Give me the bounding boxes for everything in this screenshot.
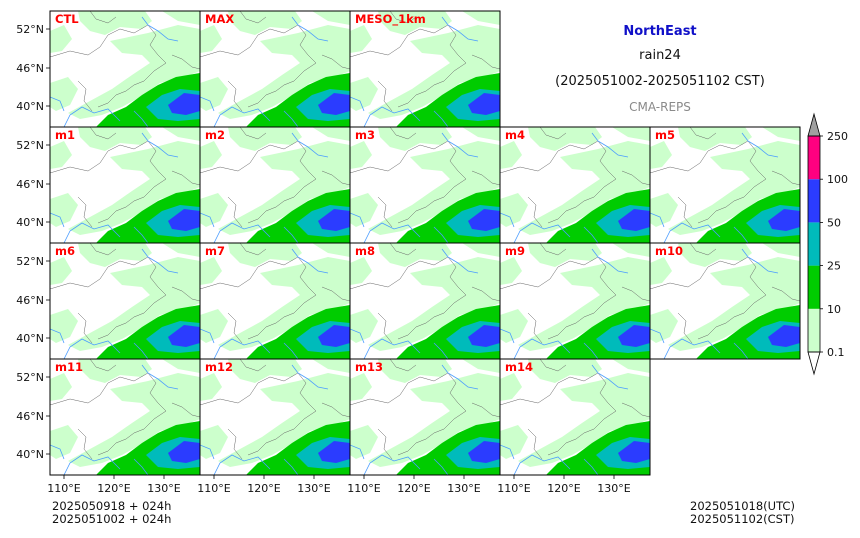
colorbar-segment <box>808 265 820 309</box>
panel-label: m8 <box>355 244 375 258</box>
panel-ctl: CTL <box>49 10 201 128</box>
panel-label: m9 <box>505 244 525 258</box>
colorbar-segment <box>808 136 820 180</box>
latitude-axes: 52°N 46°N 40°N 52°N 46°N 40°N 52°N 46°N 40°N 52°N… <box>16 23 50 461</box>
colorbar-level-label: 50 <box>827 216 841 229</box>
lat-tick-label: 40°N <box>16 100 44 113</box>
panel-label: m5 <box>655 128 675 142</box>
panel-label: m10 <box>655 244 683 258</box>
variable-name: rain24 <box>639 48 681 63</box>
lat-tick-label: 40°N <box>16 448 44 461</box>
lon-tick-label: 110°E <box>197 482 230 495</box>
panel-m10: m10 <box>649 242 801 360</box>
lat-tick-label: 52°N <box>16 371 44 384</box>
model-name: CMA-REPS <box>629 100 691 114</box>
valid-line-2: 2025051102(CST) <box>690 512 795 526</box>
panel-m5: m5 <box>649 126 801 244</box>
panel-m12: m12 <box>199 358 351 476</box>
lon-tick-label: 120°E <box>97 482 130 495</box>
longitude-axes: 110°E 120°E 130°E 110°E 120°E 130°E 110°E 120°E… <box>47 475 631 495</box>
panel-m8: m8 <box>349 242 501 360</box>
lat-tick-label: 46°N <box>16 294 44 307</box>
panel-label: m12 <box>205 360 233 374</box>
lat-tick-label: 46°N <box>16 178 44 191</box>
lon-tick-label: 110°E <box>497 482 530 495</box>
lon-tick-label: 130°E <box>447 482 480 495</box>
panel-max: MAX <box>199 10 351 128</box>
panel-label: m13 <box>355 360 383 374</box>
lon-tick-label: 110°E <box>347 482 380 495</box>
colorbar-level-label: 0.1 <box>827 346 845 359</box>
lon-tick-label: 120°E <box>247 482 280 495</box>
valid-period: (2025051002-2025051102 CST) <box>555 74 765 89</box>
region-title: NorthEast <box>623 24 697 39</box>
lat-tick-label: 46°N <box>16 62 44 75</box>
panel-m14: m14 <box>499 358 651 476</box>
lat-tick-label: 40°N <box>16 216 44 229</box>
colorbar-level-label: 100 <box>827 173 848 186</box>
lat-tick-label: 46°N <box>16 410 44 423</box>
panel-label: CTL <box>55 12 79 26</box>
init-line-1: 2025050918 + 024h <box>52 499 172 513</box>
panel-m9: m9 <box>499 242 651 360</box>
valid-line-1: 2025051018(UTC) <box>690 499 795 513</box>
lon-tick-label: 130°E <box>597 482 630 495</box>
panel-meso-1km: MESO_1km <box>349 10 501 128</box>
panel-label: m6 <box>55 244 75 258</box>
lon-tick-label: 120°E <box>547 482 580 495</box>
colorbar-extend-max <box>807 112 821 137</box>
panel-label: m1 <box>55 128 75 142</box>
colorbar-segment <box>808 179 820 223</box>
colorbar-level-label: 10 <box>827 303 841 316</box>
lat-tick-label: 40°N <box>16 332 44 345</box>
panel-label: m14 <box>505 360 533 374</box>
panel-m2: m2 <box>199 126 351 244</box>
lat-tick-label: 52°N <box>16 139 44 152</box>
colorbar-extend-min <box>807 351 821 376</box>
panel-grid: CTL MAX MESO_1km m1 m2 m3 m4 m5 m6 m7 m8 m9 m10 m11 m1… <box>49 10 801 476</box>
lon-tick-label: 130°E <box>147 482 180 495</box>
panel-m6: m6 <box>49 242 201 360</box>
panel-label: MAX <box>205 12 234 26</box>
panel-m7: m7 <box>199 242 351 360</box>
colorbar-segment <box>808 308 820 352</box>
colorbar-level-label: 25 <box>827 260 841 273</box>
panel-m3: m3 <box>349 126 501 244</box>
panel-label: m7 <box>205 244 225 258</box>
valid-time-footer: 2025051018(UTC) 2025051102(CST) <box>690 500 795 526</box>
panel-label: m11 <box>55 360 83 374</box>
lon-tick-label: 120°E <box>397 482 430 495</box>
panel-m11: m11 <box>49 358 201 476</box>
lat-tick-label: 52°N <box>16 23 44 36</box>
panel-label: m4 <box>505 128 525 142</box>
panel-m4: m4 <box>499 126 651 244</box>
lon-tick-label: 130°E <box>297 482 330 495</box>
init-time-footer: 2025050918 + 024h 2025051002 + 024h <box>52 500 171 526</box>
panel-m13: m13 <box>349 358 501 476</box>
colorbar: 0.1 10 25 50 100 250 <box>807 112 848 376</box>
panel-label: m3 <box>355 128 375 142</box>
panel-label: m2 <box>205 128 225 142</box>
lat-tick-label: 52°N <box>16 255 44 268</box>
lon-tick-label: 110°E <box>47 482 80 495</box>
panel-label: MESO_1km <box>355 12 426 27</box>
panel-m1: m1 <box>49 126 201 244</box>
colorbar-level-label: 250 <box>827 130 848 143</box>
init-line-2: 2025051002 + 024h <box>52 512 172 526</box>
colorbar-segment <box>808 222 820 266</box>
